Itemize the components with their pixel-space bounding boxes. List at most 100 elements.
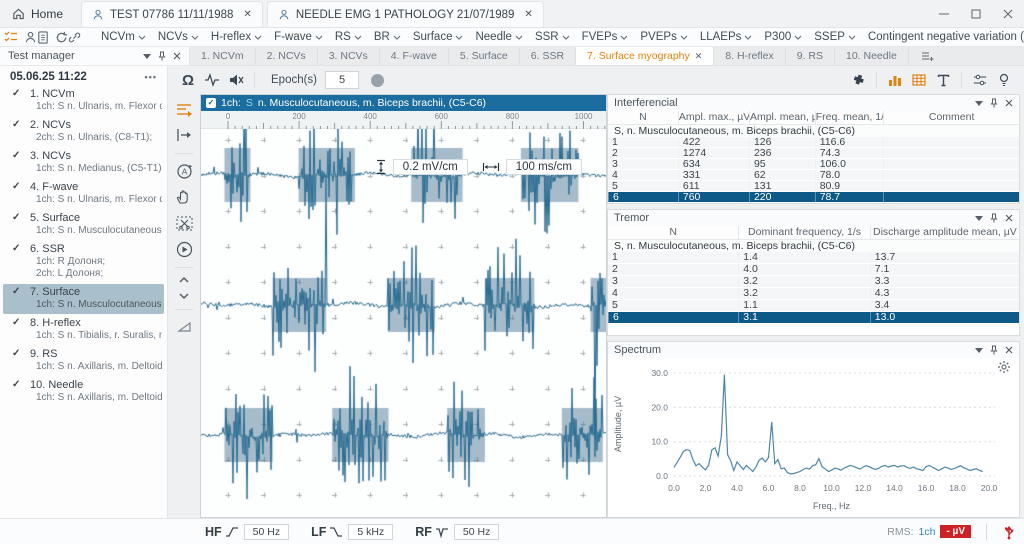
hf-filter-value[interactable]: 50 Hz — [244, 524, 289, 540]
test-item-10[interactable]: ✓10. Needle1ch: S n. Axillaris, m. Delto… — [3, 377, 164, 407]
channel-checkbox[interactable]: ✓ — [206, 98, 216, 108]
test-item-3[interactable]: ✓3. NCVs1ch: S n. Medianus, (C5-T1); — [3, 148, 164, 178]
column-header[interactable]: Dominant frequency, 1/s — [738, 226, 870, 240]
test-tab-10[interactable]: 10. Needle — [835, 47, 909, 65]
table-row[interactable]: 676022078.7 — [608, 192, 1019, 203]
tremor-close-icon[interactable] — [1005, 214, 1013, 222]
test-tab-8[interactable]: 8. H-reflex — [714, 47, 785, 65]
menu-ssep[interactable]: SSEP — [808, 31, 862, 43]
column-header[interactable]: Comment — [883, 111, 1019, 125]
test-tab-5[interactable]: 5. Surface — [449, 47, 520, 65]
menu-needle[interactable]: Needle — [469, 31, 528, 43]
test-tab-3[interactable]: 3. NCVs — [318, 47, 380, 65]
column-header[interactable]: N — [608, 111, 678, 125]
test-tab-1[interactable]: 1. NCVm — [190, 47, 256, 65]
menu-llaeps[interactable]: LLAEPs — [694, 31, 759, 43]
test-list-icon[interactable] — [4, 28, 18, 46]
test-tab-9[interactable]: 9. RS — [786, 47, 835, 65]
maximize-button[interactable] — [960, 0, 992, 27]
scroll-up-icon[interactable] — [173, 274, 195, 286]
emg-canvas[interactable] — [201, 129, 606, 517]
lf-filter-value[interactable]: 5 kHz — [348, 524, 393, 540]
test-item-4[interactable]: ✓4. F-wave1ch: S n. Ulnaris, m. Flexor d… — [3, 179, 164, 209]
sweep-area[interactable]: 0.2 mV/cm 100 ms/cm — [201, 129, 606, 517]
test-item-1[interactable]: ✓1. NCVm1ch: S n. Ulnaris, m. Flexor dig… — [3, 86, 164, 116]
menu-ssr[interactable]: SSR — [529, 31, 576, 43]
column-header[interactable]: N — [608, 226, 738, 240]
chart-view-icon[interactable] — [883, 69, 907, 91]
vertical-scale-value[interactable]: 0.2 mV/cm — [393, 159, 468, 175]
tremor-collapse-icon[interactable] — [975, 216, 983, 221]
test-manager-collapse-icon[interactable] — [143, 54, 151, 59]
table-row[interactable]: 11.413.7 — [608, 252, 1019, 264]
menu-ncvs[interactable]: NCVs — [152, 31, 205, 43]
interferencial-pin-icon[interactable] — [990, 98, 998, 108]
column-header[interactable]: Ampl. max., µV — [678, 111, 749, 125]
signal-icon[interactable] — [200, 69, 224, 91]
column-header[interactable]: Discharge amplitude mean, µV — [870, 226, 1019, 240]
table-row[interactable]: 2127423674.3 — [608, 148, 1019, 159]
test-tab-7[interactable]: 7. Surface myography✕ — [576, 47, 714, 65]
plugin-icon[interactable] — [846, 69, 870, 91]
menu-f-wave[interactable]: F-wave — [268, 31, 329, 43]
rf-filter-value[interactable]: 50 Hz — [454, 524, 499, 540]
spectrum-pin-icon[interactable] — [990, 345, 998, 355]
tab-home[interactable]: Home — [0, 0, 75, 27]
menu-br[interactable]: BR — [368, 31, 407, 43]
record-button[interactable] — [371, 74, 384, 87]
close-test-tab-icon[interactable]: ✕ — [695, 51, 703, 62]
close-tab-icon[interactable]: ✕ — [524, 9, 532, 20]
menu-p300[interactable]: P300 — [758, 31, 808, 43]
text-view-icon[interactable] — [931, 69, 955, 91]
table-row[interactable]: 33.23.3 — [608, 276, 1019, 288]
table-row[interactable]: 63.113.0 — [608, 312, 1019, 324]
menu-fveps[interactable]: FVEPs — [576, 31, 635, 43]
column-header[interactable]: Freq. mean, 1/s — [815, 111, 884, 125]
minimize-button[interactable] — [928, 0, 960, 27]
table-row[interactable]: 561113180.9 — [608, 181, 1019, 192]
column-header[interactable]: Ampl. mean, µV — [749, 111, 815, 125]
spectrum-settings-gear-icon[interactable] — [997, 360, 1011, 374]
cut-fragment-icon[interactable] — [173, 212, 195, 234]
table-row[interactable]: 24.07.1 — [608, 264, 1019, 276]
menu-surface[interactable]: Surface — [407, 31, 470, 43]
impedance-button[interactable]: Ω — [176, 69, 200, 91]
menu-contingent-negative-variation-cnv-[interactable]: Contingent negative variation (CNV) — [862, 31, 1024, 43]
test-item-6[interactable]: ✓6. SSR1ch: R Долоня;2ch: L Долоня; — [3, 241, 164, 283]
table-row[interactable]: 1422126116.6 — [608, 137, 1019, 148]
auto-analysis-icon[interactable]: A — [173, 160, 195, 182]
settings-sliders-icon[interactable] — [968, 69, 992, 91]
menu-h-reflex[interactable]: H-reflex — [205, 31, 268, 43]
add-test-icon[interactable] — [911, 47, 944, 65]
amplifier-usb-icon[interactable] — [1002, 524, 1016, 540]
test-item-9[interactable]: ✓9. RS1ch: S n. Axillaris, m. Deltoideus… — [3, 346, 164, 376]
table-row[interactable]: 363495106.0 — [608, 159, 1019, 170]
patient-tab[interactable]: NEEDLE EMG 1 PATHOLOGY 21/07/1989✕ — [267, 1, 544, 27]
table-row[interactable]: 43.24.3 — [608, 288, 1019, 300]
test-manager-pin-icon[interactable] — [158, 51, 166, 61]
link-icon[interactable] — [68, 28, 81, 46]
playback-icon[interactable] — [173, 238, 195, 260]
spectrum-collapse-icon[interactable] — [975, 348, 983, 353]
scroll-down-icon[interactable] — [173, 290, 195, 302]
interference-tool-icon[interactable] — [173, 98, 195, 120]
menu-ncvm[interactable]: NCVm — [95, 31, 152, 43]
shift-trace-icon[interactable] — [173, 124, 195, 146]
marker-tool-icon[interactable] — [173, 316, 195, 338]
menu-pveps[interactable]: PVEPs — [634, 31, 693, 43]
sound-muted-icon[interactable] — [224, 69, 248, 91]
channel-header[interactable]: ✓ 1ch: S n. Musculocutaneous, m. Biceps … — [201, 95, 606, 111]
session-menu-button[interactable]: ••• — [145, 72, 157, 82]
hand-tool-icon[interactable] — [173, 186, 195, 208]
patient-tab[interactable]: TEST 07786 11/11/1988✕ — [81, 1, 263, 27]
menu-rs[interactable]: RS — [329, 31, 368, 43]
tremor-pin-icon[interactable] — [990, 213, 998, 223]
test-item-8[interactable]: ✓8. H-reflex1ch: S n. Tibialis, r. Sural… — [3, 315, 164, 345]
test-manager-close-icon[interactable] — [173, 52, 181, 60]
horizontal-scale-value[interactable]: 100 ms/cm — [506, 159, 582, 175]
interferencial-close-icon[interactable] — [1005, 99, 1013, 107]
spectrum-close-icon[interactable] — [1005, 346, 1013, 354]
test-tab-2[interactable]: 2. NCVs — [256, 47, 318, 65]
test-item-7[interactable]: ✓7. Surface1ch: S n. Musculocutaneous, m… — [3, 284, 164, 314]
test-item-5[interactable]: ✓5. Surface1ch: S n. Musculocutaneous, m… — [3, 210, 164, 240]
